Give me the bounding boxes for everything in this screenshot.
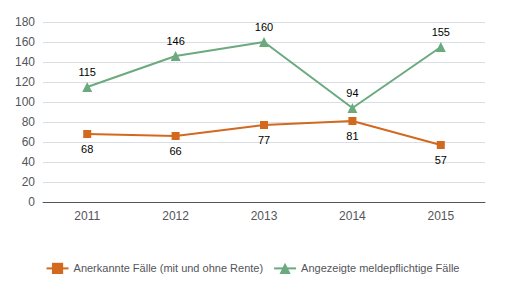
svg-text:100: 100 [15, 95, 35, 109]
svg-text:0: 0 [28, 195, 35, 209]
svg-text:155: 155 [432, 26, 450, 38]
svg-text:80: 80 [22, 115, 36, 129]
svg-text:60: 60 [22, 135, 36, 149]
svg-text:180: 180 [15, 15, 35, 29]
svg-text:Angezeigte meldepflichtige Fäl: Angezeigte meldepflichtige Fälle [301, 262, 459, 274]
svg-text:Anerkannte Fälle (mit und ohne: Anerkannte Fälle (mit und ohne Rente) [74, 262, 264, 274]
svg-text:160: 160 [255, 21, 273, 33]
svg-text:120: 120 [15, 75, 35, 89]
svg-text:2012: 2012 [162, 209, 189, 223]
svg-text:81: 81 [346, 130, 358, 142]
svg-text:77: 77 [258, 134, 270, 146]
svg-text:68: 68 [81, 143, 93, 155]
svg-text:115: 115 [78, 66, 96, 78]
svg-text:140: 140 [15, 55, 35, 69]
svg-text:160: 160 [15, 35, 35, 49]
svg-text:2014: 2014 [339, 209, 366, 223]
svg-text:2015: 2015 [427, 209, 454, 223]
svg-text:2011: 2011 [74, 209, 100, 223]
svg-text:20: 20 [22, 175, 36, 189]
svg-text:94: 94 [346, 87, 358, 99]
svg-text:146: 146 [166, 35, 184, 47]
svg-text:2013: 2013 [251, 209, 278, 223]
svg-text:57: 57 [435, 154, 447, 166]
svg-text:40: 40 [22, 155, 36, 169]
svg-text:66: 66 [169, 145, 181, 157]
